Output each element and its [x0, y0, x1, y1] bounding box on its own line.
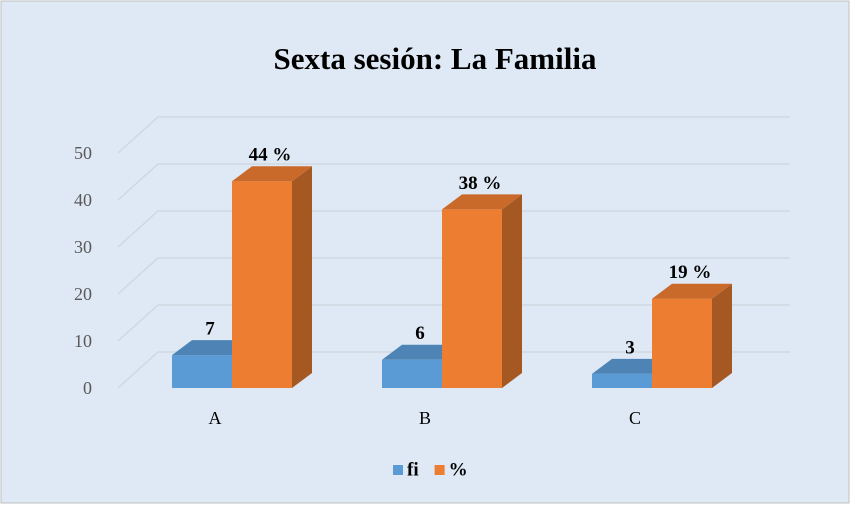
y-tick-label: 10: [74, 331, 92, 351]
bar-side: [502, 194, 522, 388]
legend-swatch: [393, 465, 403, 475]
grid-line: [117, 257, 790, 295]
data-label: 44 %: [249, 145, 292, 166]
bar: [382, 359, 442, 388]
bar-top: [652, 283, 732, 299]
bar: [652, 298, 712, 388]
bar-top: [442, 194, 522, 210]
legend-swatch: [434, 465, 445, 475]
legend-label: %: [449, 459, 468, 480]
data-label: 7: [205, 318, 215, 339]
bar: [232, 181, 292, 388]
bar-side: [712, 283, 732, 388]
grid-line: [117, 351, 790, 389]
bar: [172, 355, 232, 388]
bar-top: [232, 166, 312, 182]
data-label: 3: [625, 337, 635, 358]
x-tick-label: C: [629, 408, 641, 428]
grid-line: [117, 210, 790, 248]
y-tick-label: 50: [74, 143, 92, 163]
data-label: 19 %: [669, 262, 712, 283]
y-tick-label: 0: [83, 378, 92, 398]
grid-line: [117, 116, 790, 154]
data-label: 38 %: [459, 173, 502, 194]
grid-line: [117, 304, 790, 342]
y-tick-label: 40: [74, 190, 92, 210]
data-label: 6: [415, 323, 425, 344]
bar: [592, 373, 652, 388]
bar: [442, 209, 502, 388]
chart-title: Sexta sesión: La Familia: [274, 41, 597, 76]
legend-label: fi: [407, 459, 419, 480]
x-tick-label: B: [419, 408, 431, 428]
y-tick-label: 30: [74, 237, 92, 257]
y-tick-label: 20: [74, 284, 92, 304]
grid-line: [117, 163, 790, 201]
bar-side: [292, 166, 312, 388]
x-tick-label: A: [209, 408, 222, 428]
